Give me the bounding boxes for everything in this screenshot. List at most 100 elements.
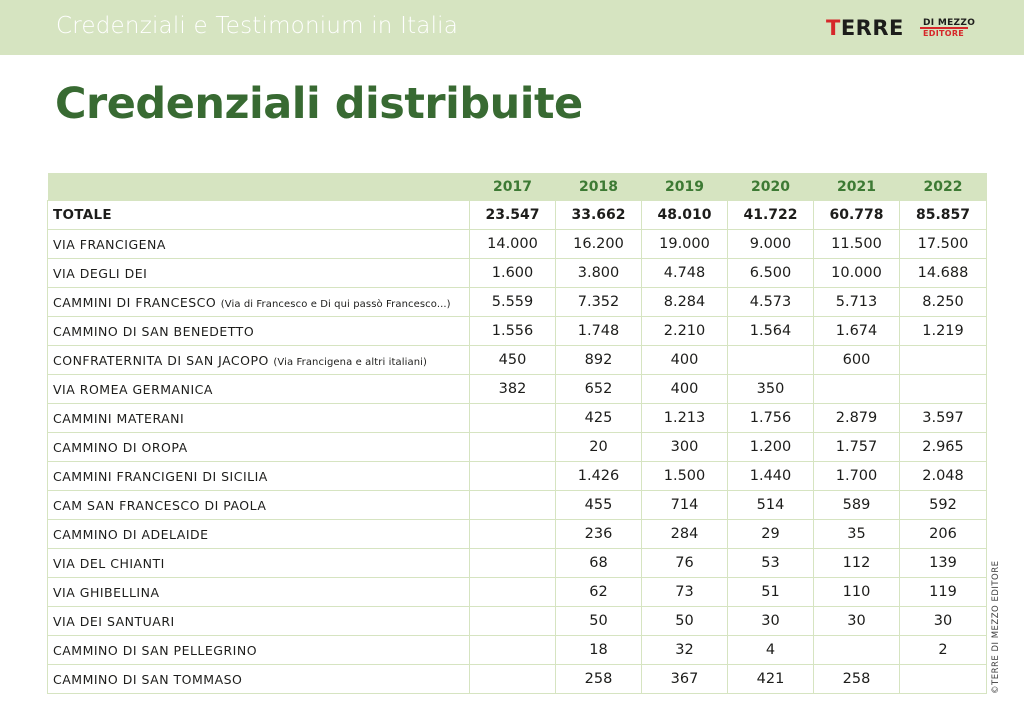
publisher-logo: TERRE DI MEZZO EDITORE bbox=[826, 17, 976, 43]
route-name: VIA GHIBELLINA bbox=[53, 584, 160, 600]
table-row: CONFRATERNITA DI SAN JACOPO (Via Francig… bbox=[47, 345, 987, 375]
value-cell: 258 bbox=[813, 664, 900, 694]
route-name-cell: CAMMINI FRANCIGENI DI SICILIA bbox=[47, 461, 470, 491]
total-value: 48.010 bbox=[641, 200, 728, 230]
value-cell bbox=[813, 374, 900, 404]
page-title: Credenziali distribuite bbox=[55, 79, 583, 129]
total-value: 33.662 bbox=[555, 200, 642, 230]
value-cell: 76 bbox=[641, 548, 728, 578]
value-cell: 8.284 bbox=[641, 287, 728, 317]
value-cell: 5.559 bbox=[469, 287, 556, 317]
route-name: VIA DEL CHIANTI bbox=[53, 555, 165, 571]
value-cell: 62 bbox=[555, 577, 642, 607]
table-row: CAMMINO DI SAN PELLEGRINO 18 32 4 2 bbox=[47, 635, 987, 665]
logo-rule bbox=[920, 27, 968, 29]
table-row: VIA DEGLI DEI 1.600 3.800 4.748 6.500 10.000 1… bbox=[47, 258, 987, 288]
route-name: CONFRATERNITA DI SAN JACOPO bbox=[53, 352, 269, 368]
route-note: (Via Francigena e altri italiani) bbox=[273, 356, 428, 368]
value-cell bbox=[469, 519, 556, 549]
route-name: CAMMINO DI SAN TOMMASO bbox=[53, 671, 243, 687]
value-cell: 514 bbox=[727, 490, 814, 520]
value-cell: 284 bbox=[641, 519, 728, 549]
route-name-cell: CAMMINO DI SAN PELLEGRINO bbox=[47, 635, 470, 665]
route-note: (Via di Francesco e Di qui passò Frances… bbox=[220, 298, 451, 310]
value-cell: 2.879 bbox=[813, 403, 900, 433]
total-value: 41.722 bbox=[727, 200, 814, 230]
route-name-cell: CAMMINO DI ADELAIDE bbox=[47, 519, 470, 549]
value-cell: 2.210 bbox=[641, 316, 728, 346]
value-cell: 1.556 bbox=[469, 316, 556, 346]
value-cell: 367 bbox=[641, 664, 728, 694]
value-cell: 400 bbox=[641, 345, 728, 375]
route-name: VIA DEGLI DEI bbox=[53, 265, 148, 281]
value-cell: 20 bbox=[555, 432, 642, 462]
table-row: CAMMINI FRANCIGENI DI SICILIA 1.426 1.500 1… bbox=[47, 461, 987, 491]
year-header: 2022 bbox=[923, 178, 963, 195]
value-cell: 119 bbox=[899, 577, 987, 607]
value-cell: 8.250 bbox=[899, 287, 987, 317]
year-header: 2017 bbox=[493, 178, 532, 195]
value-cell: 19.000 bbox=[641, 229, 728, 259]
value-cell bbox=[469, 664, 556, 694]
value-cell: 1.674 bbox=[813, 316, 900, 346]
table-row: CAM SAN FRANCESCO DI PAOLA 455 714 514 589 59… bbox=[47, 490, 987, 520]
value-cell: 1.426 bbox=[555, 461, 642, 491]
value-cell: 206 bbox=[899, 519, 987, 549]
route-name: VIA ROMEA GERMANICA bbox=[53, 381, 213, 397]
value-cell bbox=[899, 664, 987, 694]
value-cell: 400 bbox=[641, 374, 728, 404]
value-cell: 1.757 bbox=[813, 432, 900, 462]
table-row: VIA DEL CHIANTI 68 76 53 112 139 bbox=[47, 548, 987, 578]
table-row: CAMMINO DI OROPA 20 300 1.200 1.757 2.965 bbox=[47, 432, 987, 462]
header-title: Credenziali e Testimonium in Italia bbox=[56, 13, 459, 39]
total-value: 60.778 bbox=[813, 200, 900, 230]
value-cell: 236 bbox=[555, 519, 642, 549]
year-header: 2021 bbox=[837, 178, 876, 195]
value-cell: 6.500 bbox=[727, 258, 814, 288]
value-cell: 1.500 bbox=[641, 461, 728, 491]
credentials-table: 2017 2018 2019 2020 2021 2022 TOTALE 23.… bbox=[47, 173, 987, 694]
table-row: CAMMINO DI SAN TOMMASO 258 367 421 258 bbox=[47, 664, 987, 694]
value-cell: 4 bbox=[727, 635, 814, 665]
route-name-cell: VIA ROMEA GERMANICA bbox=[47, 374, 470, 404]
value-cell: 14.688 bbox=[899, 258, 987, 288]
value-cell: 2.048 bbox=[899, 461, 987, 491]
year-header: 2019 bbox=[665, 178, 704, 195]
value-cell bbox=[813, 635, 900, 665]
route-name-cell: CAMMINO DI SAN TOMMASO bbox=[47, 664, 470, 694]
value-cell: 1.564 bbox=[727, 316, 814, 346]
value-cell: 2.965 bbox=[899, 432, 987, 462]
value-cell: 1.748 bbox=[555, 316, 642, 346]
table-row: CAMMINO DI SAN BENEDETTO 1.556 1.748 2.210 1… bbox=[47, 316, 987, 346]
route-name-cell: CAMMINO DI SAN BENEDETTO bbox=[47, 316, 470, 346]
route-name-cell: CAMMINI DI FRANCESCO (Via di Francesco e… bbox=[47, 287, 470, 317]
value-cell: 18 bbox=[555, 635, 642, 665]
value-cell bbox=[899, 374, 987, 404]
route-name-cell: CAMMINO DI OROPA bbox=[47, 432, 470, 462]
total-value: 23.547 bbox=[469, 200, 556, 230]
route-name-cell: CAM SAN FRANCESCO DI PAOLA bbox=[47, 490, 470, 520]
value-cell: 652 bbox=[555, 374, 642, 404]
route-name: VIA FRANCIGENA bbox=[53, 236, 166, 252]
value-cell: 3.800 bbox=[555, 258, 642, 288]
route-name-cell: VIA DEI SANTUARI bbox=[47, 606, 470, 636]
year-header: 2020 bbox=[751, 178, 790, 195]
route-name: CAMMINO DI SAN PELLEGRINO bbox=[53, 642, 258, 658]
value-cell: 2 bbox=[899, 635, 987, 665]
value-cell: 29 bbox=[727, 519, 814, 549]
value-cell: 5.713 bbox=[813, 287, 900, 317]
value-cell: 30 bbox=[813, 606, 900, 636]
route-name-cell: VIA DEL CHIANTI bbox=[47, 548, 470, 578]
year-header: 2018 bbox=[579, 178, 618, 195]
route-name: CAMMINO DI OROPA bbox=[53, 439, 188, 455]
value-cell: 53 bbox=[727, 548, 814, 578]
value-cell: 16.200 bbox=[555, 229, 642, 259]
table-header-row: 2017 2018 2019 2020 2021 2022 bbox=[47, 173, 987, 201]
value-cell bbox=[469, 577, 556, 607]
value-cell: 425 bbox=[555, 403, 642, 433]
value-cell: 4.748 bbox=[641, 258, 728, 288]
value-cell: 1.600 bbox=[469, 258, 556, 288]
value-cell: 421 bbox=[727, 664, 814, 694]
value-cell: 1.213 bbox=[641, 403, 728, 433]
value-cell: 32 bbox=[641, 635, 728, 665]
